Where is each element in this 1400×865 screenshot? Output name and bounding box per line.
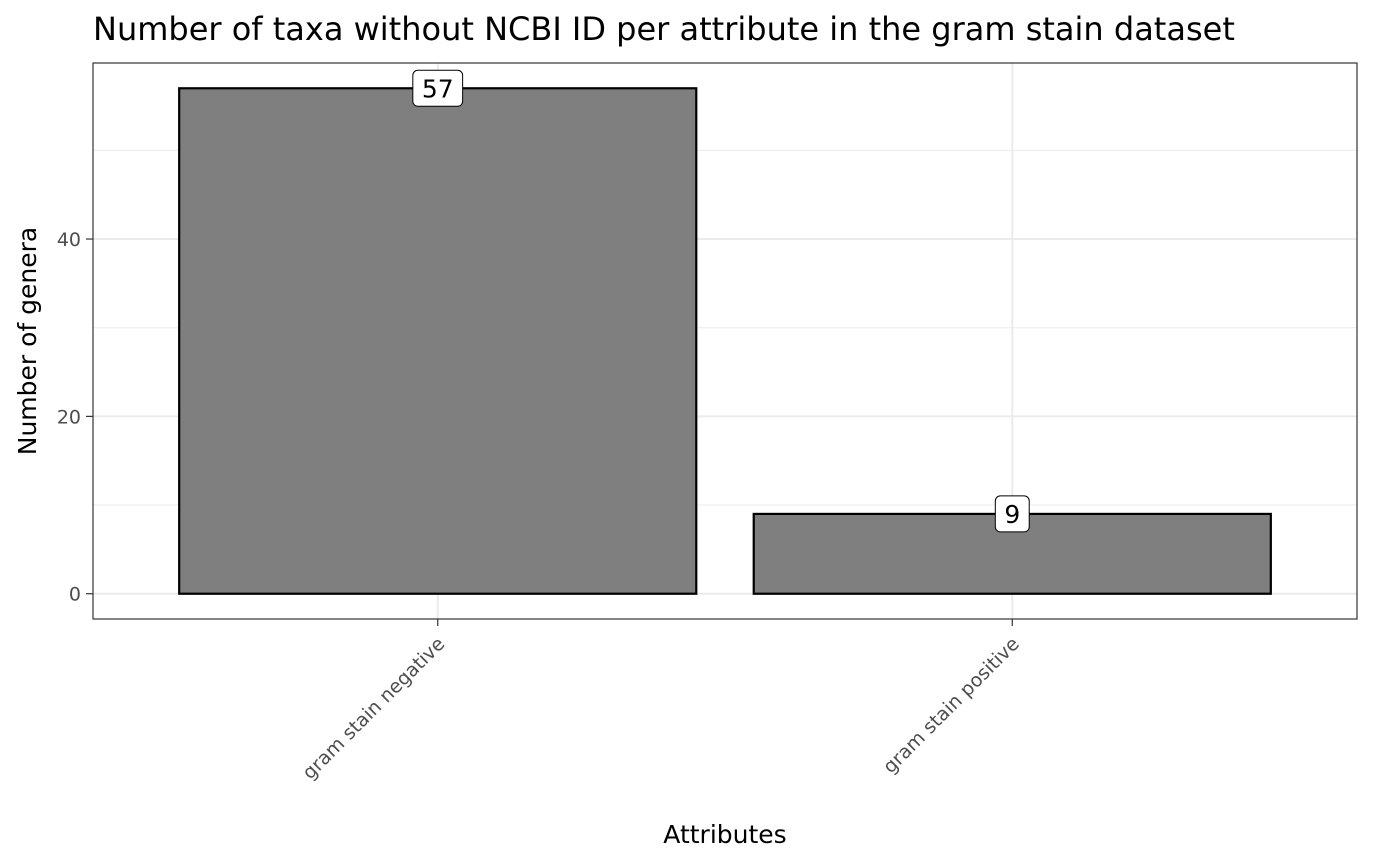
x-tick-label: gram stain negative [298,633,449,784]
data-label: 9 [994,495,1030,533]
x-tick-label: gram stain positive [879,633,1024,778]
bar-gram-stain-negative [178,87,698,595]
data-label-box [994,495,1030,533]
data-label-box [412,69,464,107]
y-tick-label: 20 [57,406,81,428]
bars [178,87,1272,595]
chart-title: Number of taxa without NCBI ID per attri… [93,10,1235,48]
plot-panel-border [92,62,1358,620]
data-label-text: 57 [422,74,454,103]
y-tick-label: 0 [69,584,81,606]
data-label-text: 9 [1004,500,1020,529]
y-tick-label: 40 [57,229,81,251]
data-labels: 57 9 [412,69,1030,533]
y-axis-title: Number of genera [13,227,42,456]
x-axis-title: Attributes [663,820,786,849]
data-label: 57 [412,69,464,107]
